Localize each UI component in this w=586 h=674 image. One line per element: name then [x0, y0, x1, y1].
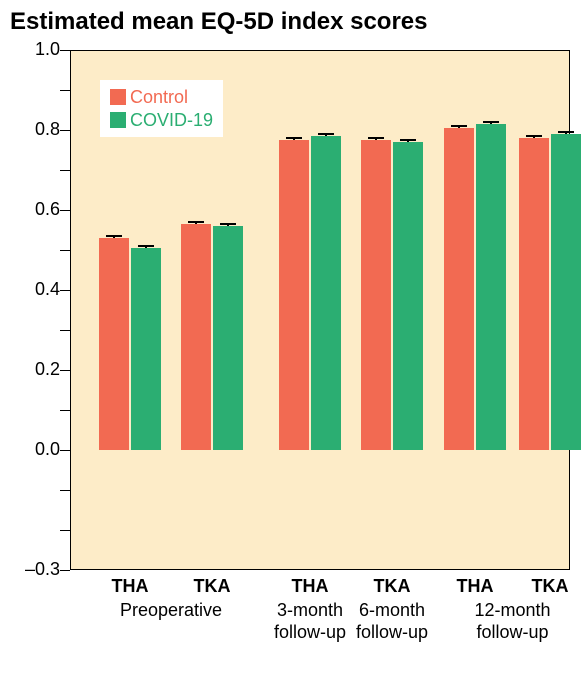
error-stem — [195, 221, 197, 224]
y-tick-label: 0.6 — [10, 199, 60, 220]
bar — [476, 124, 506, 450]
y-tick — [60, 250, 70, 251]
x-subgroup-label: THA — [275, 576, 345, 597]
y-tick — [60, 50, 70, 51]
legend-swatch — [110, 112, 126, 128]
bar — [131, 248, 161, 450]
x-period-label: 12-month follow-up — [453, 600, 573, 643]
bar — [279, 140, 309, 450]
y-tick — [60, 410, 70, 411]
bar — [181, 224, 211, 450]
y-tick-label: 1.0 — [10, 39, 60, 60]
error-stem — [325, 133, 327, 136]
x-subgroup-label: TKA — [515, 576, 585, 597]
legend-label: Control — [130, 86, 188, 109]
x-subgroup-label: THA — [440, 576, 510, 597]
x-subgroup-label: TKA — [177, 576, 247, 597]
bar — [444, 128, 474, 450]
chart-title: Estimated mean EQ-5D index scores — [10, 8, 428, 36]
error-stem — [565, 131, 567, 134]
y-tick — [60, 290, 70, 291]
y-tick — [60, 130, 70, 131]
bar — [213, 226, 243, 450]
bar — [99, 238, 129, 450]
legend-item: COVID-19 — [110, 109, 213, 132]
y-tick-label: 0.8 — [10, 119, 60, 140]
y-tick — [60, 530, 70, 531]
y-tick-label: –0.3 — [10, 559, 60, 580]
error-stem — [458, 125, 460, 128]
legend-label: COVID-19 — [130, 109, 213, 132]
bar — [393, 142, 423, 450]
error-stem — [407, 139, 409, 142]
bar — [311, 136, 341, 450]
legend-swatch — [110, 89, 126, 105]
y-tick — [60, 370, 70, 371]
legend-item: Control — [110, 86, 213, 109]
error-stem — [227, 223, 229, 226]
y-tick — [60, 450, 70, 451]
y-tick-label: 0.2 — [10, 359, 60, 380]
error-stem — [533, 135, 535, 138]
y-tick — [60, 170, 70, 171]
y-tick — [60, 90, 70, 91]
error-stem — [490, 121, 492, 124]
y-tick — [60, 330, 70, 331]
x-period-label: Preoperative — [111, 600, 231, 622]
y-tick-label: 0.0 — [10, 439, 60, 460]
error-stem — [293, 137, 295, 140]
y-tick — [60, 490, 70, 491]
x-period-label: 6-month follow-up — [332, 600, 452, 643]
error-stem — [113, 235, 115, 238]
y-tick-label: 0.4 — [10, 279, 60, 300]
error-stem — [145, 245, 147, 248]
y-tick — [60, 210, 70, 211]
bar — [551, 134, 581, 450]
x-subgroup-label: THA — [95, 576, 165, 597]
bar — [361, 140, 391, 450]
x-subgroup-label: TKA — [357, 576, 427, 597]
error-stem — [375, 137, 377, 140]
bar — [519, 138, 549, 450]
y-tick — [60, 570, 70, 571]
chart-container: Estimated mean EQ-5D index scores –0.3 0.… — [0, 0, 586, 674]
legend: ControlCOVID-19 — [100, 80, 223, 137]
